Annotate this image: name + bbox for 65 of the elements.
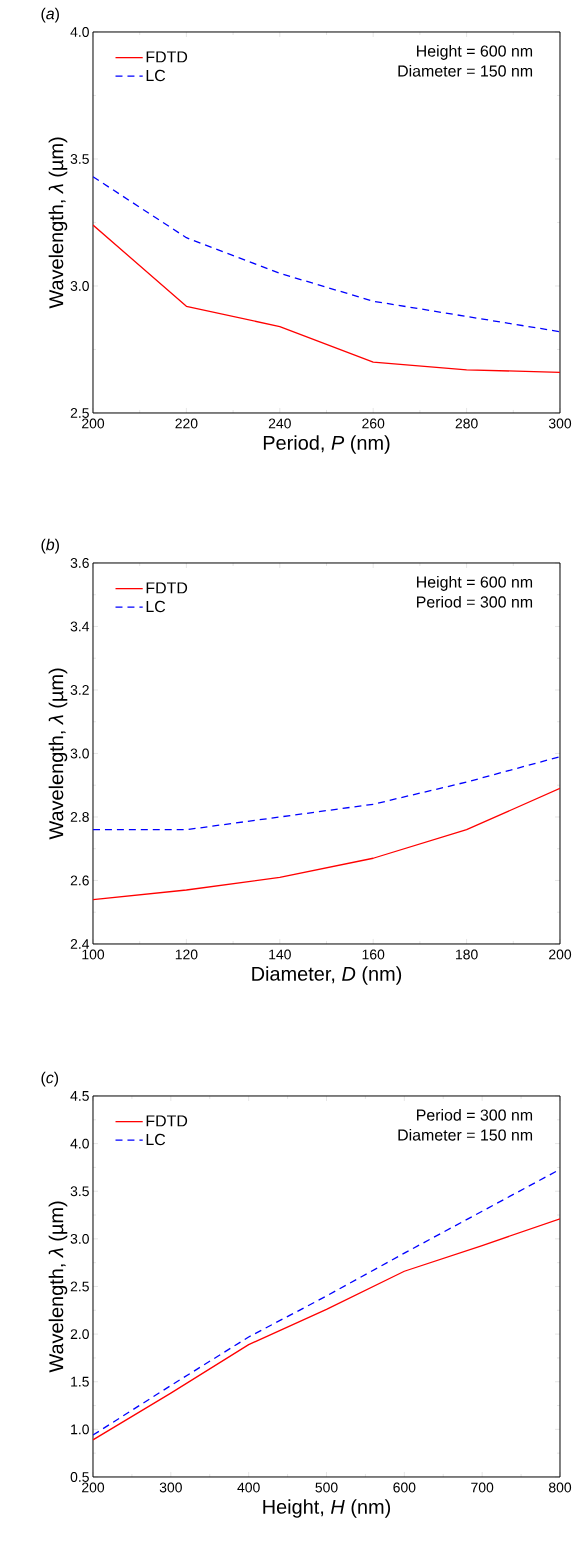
y-axis-title: Wavelength, λ (µm) xyxy=(48,668,68,840)
y-tick-label: 2.4 xyxy=(70,939,90,949)
x-tick-label: 700 xyxy=(471,1482,494,1493)
x-tick-label: 300 xyxy=(159,1482,182,1493)
x-tick-label: 220 xyxy=(175,418,198,429)
x-tick-label: 200 xyxy=(82,418,105,429)
legend-label: LC xyxy=(146,69,166,82)
legend-label: LC xyxy=(146,1133,166,1146)
x-tick-label: 600 xyxy=(393,1482,416,1493)
annotation: Diameter = 150 nm xyxy=(398,1128,533,1141)
x-tick-label: 800 xyxy=(548,1482,572,1493)
x-tick-label: 140 xyxy=(269,949,291,960)
x-tick-label: 400 xyxy=(237,1482,260,1493)
x-tick-label: 200 xyxy=(82,1482,105,1493)
x-tick-label: 300 xyxy=(548,418,572,429)
x-tick-label: 180 xyxy=(456,949,478,960)
x-tick-label: 160 xyxy=(362,949,385,960)
y-tick-label: 1.5 xyxy=(71,1376,89,1387)
annotation: Period = 300 nm xyxy=(417,1109,533,1121)
y-tick-label: 3.5 xyxy=(70,1186,89,1197)
y-tick-label: 2.5 xyxy=(70,1281,89,1292)
annotation: Diameter = 150 nm xyxy=(398,64,533,77)
line-series xyxy=(93,224,560,373)
x-tick-label: 260 xyxy=(362,418,385,429)
x-tick-label: 200 xyxy=(549,949,572,960)
annotation: Height = 600 nm xyxy=(417,576,533,591)
y-tick-label: 1.0 xyxy=(71,1424,89,1435)
legend-label: FDTD xyxy=(146,1115,188,1127)
annotation: Height = 600 nm xyxy=(417,45,533,60)
chart-title: (b) xyxy=(41,538,59,554)
chart-title: (a) xyxy=(41,7,59,23)
chart-title: (c) xyxy=(41,1071,59,1087)
y-axis-title: Wavelength, λ (µm) xyxy=(48,137,68,309)
line-series xyxy=(93,787,560,901)
x-tick-label: 240 xyxy=(268,418,291,429)
y-tick-label: 3.6 xyxy=(70,558,89,568)
x-tick-label: 120 xyxy=(175,949,198,960)
y-tick-label: 3.5 xyxy=(70,154,89,164)
y-tick-label: 3.0 xyxy=(70,281,89,291)
legend-label: LC xyxy=(146,600,166,613)
y-tick-label: 4.5 xyxy=(70,1091,89,1101)
y-tick-label: 2.5 xyxy=(70,408,89,418)
x-tick-label: 280 xyxy=(455,418,478,429)
y-tick-label: 4.0 xyxy=(70,27,89,37)
y-tick-label: 2.0 xyxy=(70,1329,89,1340)
y-tick-label: 0.5 xyxy=(70,1472,89,1482)
line-series xyxy=(93,1218,560,1441)
x-axis-title: Height, H (nm) xyxy=(263,1499,391,1518)
y-tick-label: 2.6 xyxy=(70,875,89,886)
y-axis-title: Wavelength, λ (µm) xyxy=(48,1201,68,1373)
y-tick-label: 3.4 xyxy=(70,621,90,632)
x-axis-title: Diameter, D (nm) xyxy=(252,966,402,985)
y-tick-label: 4.0 xyxy=(70,1138,89,1149)
x-axis-title: Period, P (nm) xyxy=(263,435,390,454)
annotation: Period = 300 nm xyxy=(417,595,533,608)
y-tick-label: 3.0 xyxy=(70,748,89,759)
line-series xyxy=(93,756,560,831)
y-tick-label: 3.2 xyxy=(70,685,89,695)
x-tick-label: 100 xyxy=(82,949,105,960)
legend-label: FDTD xyxy=(146,51,188,63)
y-tick-label: 2.8 xyxy=(70,812,89,822)
x-tick-label: 500 xyxy=(315,1482,338,1493)
line-series xyxy=(93,176,560,333)
legend-label: FDTD xyxy=(146,582,188,594)
y-tick-label: 3.0 xyxy=(70,1233,89,1244)
